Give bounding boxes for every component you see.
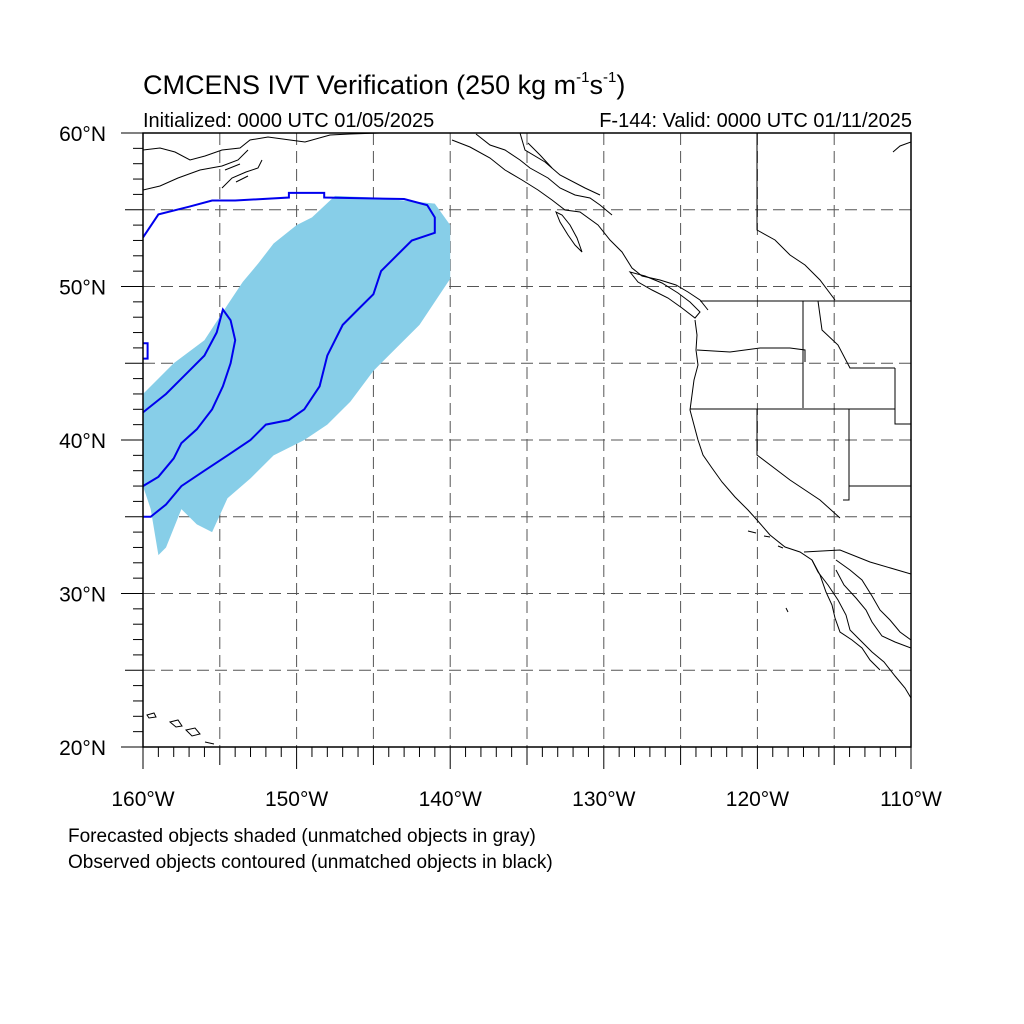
- observed-object-contour-edge: [143, 342, 149, 360]
- legend-observed: Observed objects contoured (unmatched ob…: [68, 852, 553, 873]
- hawaii-islands-coastline: [146, 712, 215, 745]
- lat-label: 60°N: [59, 123, 106, 146]
- forecast-object-shaded: [143, 195, 451, 556]
- lon-label: 120°W: [726, 788, 789, 811]
- lon-label: 160°W: [111, 788, 174, 811]
- lon-label: 130°W: [572, 788, 635, 811]
- title-end-text: ): [616, 70, 626, 100]
- arizona-border: [803, 485, 911, 575]
- channel-islands-coastline: [747, 530, 789, 613]
- init-time-label: Initialized: 0000 UTC 01/05/2025: [143, 110, 435, 132]
- baja-california-coastline: [811, 559, 911, 671]
- title-superscript-2: -1: [603, 69, 617, 86]
- lon-label: 110°W: [880, 788, 942, 811]
- wyoming-border: [894, 368, 911, 425]
- lon-label: 150°W: [265, 788, 328, 811]
- alaska-coastline: [143, 133, 381, 191]
- valid-time-label: F-144: Valid: 0000 UTC 01/11/2025: [599, 110, 912, 132]
- northeast-coast-segment: [892, 141, 911, 153]
- us-west-coastline: [689, 319, 911, 699]
- observed-object-contour-large: [143, 191, 436, 518]
- nevada-border: [756, 409, 850, 519]
- title-main-text: CMCENS IVT Verification (250 kg m: [143, 70, 577, 100]
- alaska-panhandle-coastline: [451, 139, 709, 311]
- lat-label: 30°N: [59, 584, 106, 607]
- axis-ticks-labels: 160°W 150°W 140°W 130°W 120°W 110°W 20°N 30°N 40…: [59, 123, 942, 811]
- lat-label: 40°N: [59, 430, 106, 453]
- gulf-of-california-coastline: [835, 559, 911, 641]
- lat-label: 20°N: [59, 737, 106, 760]
- idaho-border: [802, 300, 895, 408]
- title-mid-text: s: [589, 70, 604, 100]
- political-boundaries: [519, 133, 911, 575]
- legend-forecast: Forecasted objects shaded (unmatched obj…: [68, 826, 536, 847]
- oregon-washington-border: [696, 347, 806, 362]
- vancouver-island-coastline: [628, 271, 701, 319]
- title-superscript-1: -1: [576, 69, 590, 86]
- haida-gwaii-coastline: [555, 210, 583, 253]
- chart-title: CMCENS IVT Verification (250 kg m-1s-1): [143, 70, 625, 101]
- observed-object-contour-mid: [143, 307, 237, 487]
- bc-alberta-border: [756, 133, 836, 301]
- coastline-layer: [143, 133, 911, 745]
- lon-label: 140°W: [419, 788, 482, 811]
- alaska-canada-border: [519, 133, 601, 196]
- inside-passage-coastline: [475, 133, 613, 216]
- alaska-inlet-coastline: [221, 159, 263, 189]
- lat-label: 50°N: [59, 277, 106, 300]
